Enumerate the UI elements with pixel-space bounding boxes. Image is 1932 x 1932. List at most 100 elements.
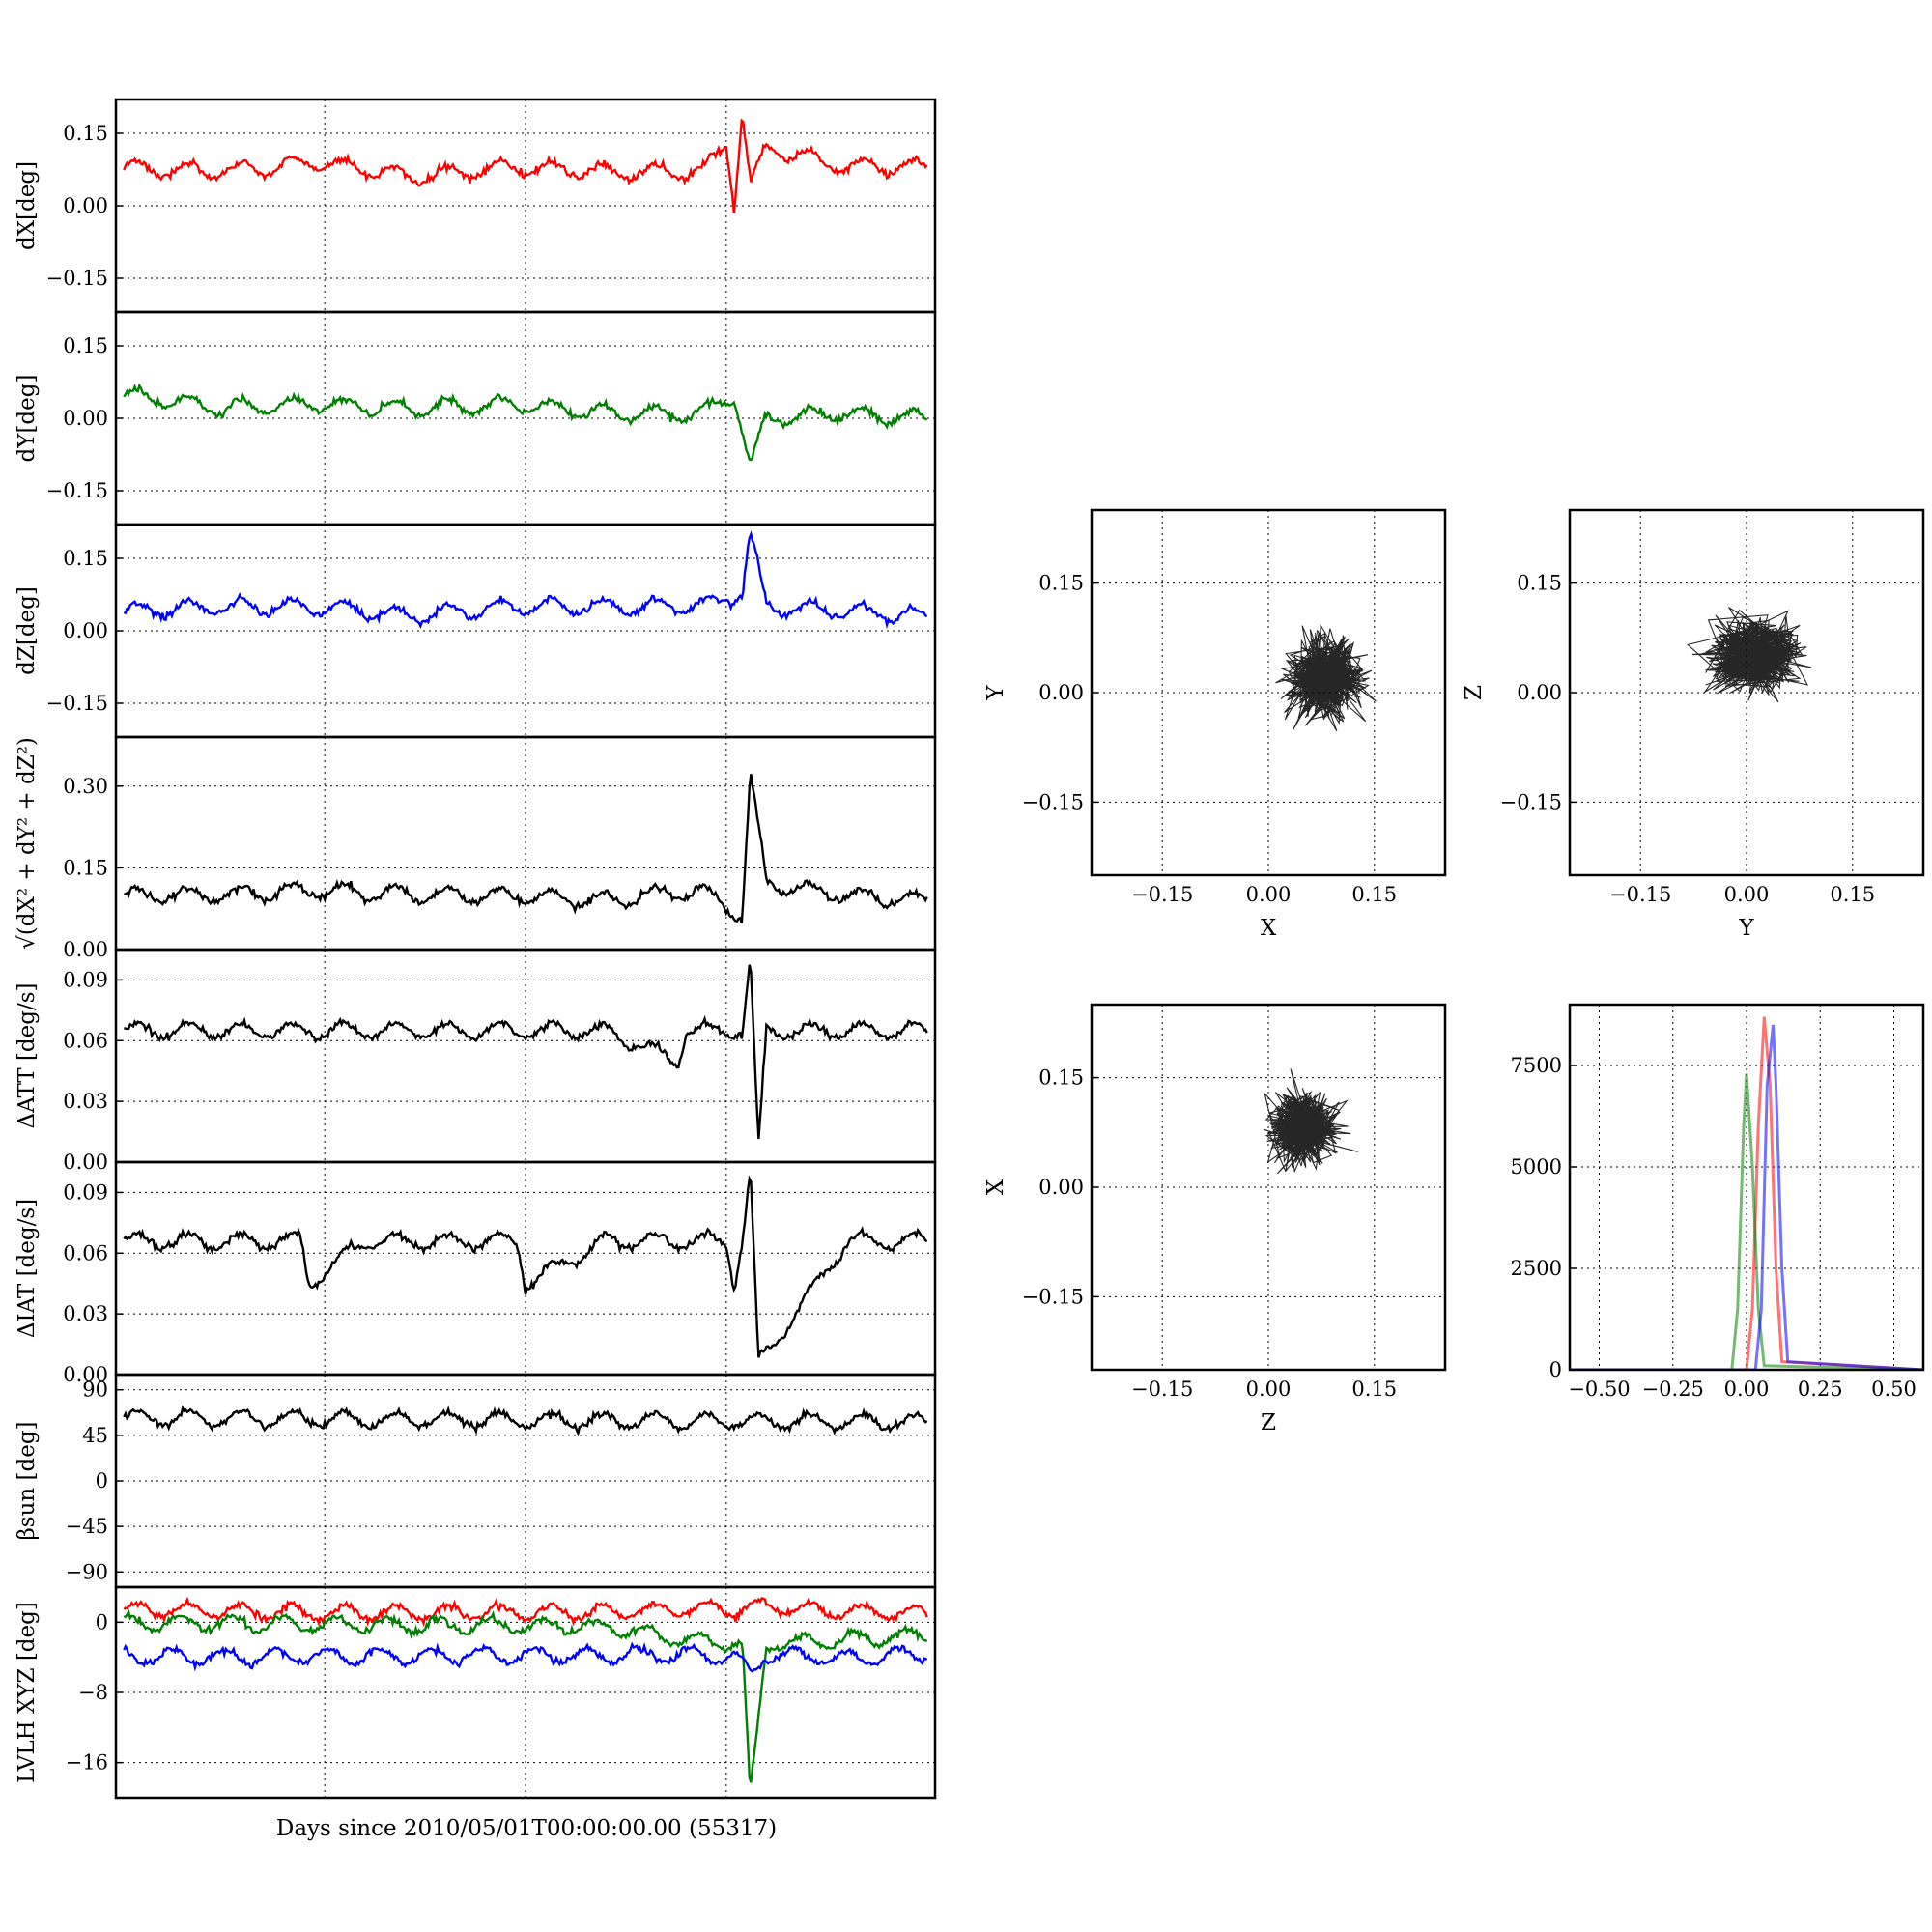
ytick-label: −0.15 bbox=[46, 479, 108, 502]
ytick-label: 0.15 bbox=[1517, 572, 1562, 595]
series-line bbox=[123, 1596, 928, 1628]
xtick-label: −0.15 bbox=[1609, 883, 1671, 906]
chart-dy: −0.15 0.00 0.15 dY[deg] bbox=[14, 310, 937, 526]
xtick-label: −0.15 bbox=[1131, 1378, 1193, 1401]
ytick-label: 2500 bbox=[1511, 1257, 1562, 1280]
ytick-label: 0.00 bbox=[63, 619, 108, 642]
axes-frame bbox=[1090, 1003, 1447, 1372]
ylabel: LVLH XYZ [deg] bbox=[14, 1602, 40, 1783]
ytick-label: −0.15 bbox=[1022, 1285, 1084, 1308]
chart-scatter_xy: −0.15 0.00 0.15 −0.15 0.00 0.15 Y X bbox=[983, 508, 1447, 941]
series-line bbox=[123, 383, 928, 462]
series-line bbox=[123, 1608, 928, 1783]
ytick-label: 0.15 bbox=[63, 122, 108, 145]
series-line bbox=[123, 530, 928, 630]
xtick-label: 0.00 bbox=[1246, 883, 1292, 906]
ytick-label: 0.00 bbox=[63, 194, 108, 217]
ytick-label: 0.15 bbox=[63, 547, 108, 570]
ytick-label: 0.15 bbox=[63, 334, 108, 357]
series-line bbox=[1570, 1073, 1923, 1370]
ytick-label: 0.00 bbox=[1038, 681, 1084, 704]
xtick-label: 0.15 bbox=[1351, 1378, 1397, 1401]
xtick-label: 0.15 bbox=[1830, 883, 1875, 906]
ytick-label: −16 bbox=[66, 1751, 108, 1775]
ytick-label: 0.00 bbox=[63, 407, 108, 430]
ytick-label: 0.30 bbox=[63, 775, 108, 798]
ylabel: βsun [deg] bbox=[14, 1421, 40, 1540]
ytick-label: −0.15 bbox=[46, 267, 108, 290]
scatter-trace bbox=[1687, 607, 1812, 703]
xtick-label: 0.00 bbox=[1246, 1378, 1292, 1401]
chart-diat: 0.00 0.03 0.06 0.09 ΔIAT [deg/s] bbox=[14, 1160, 937, 1386]
ytick-label: 0.00 bbox=[63, 938, 108, 961]
chart-histogram: 0 2500 5000 7500 −0.50 −0.25 0.00 0.25 0.50 bbox=[1511, 1003, 1925, 1401]
xlabel: X bbox=[1261, 916, 1277, 941]
ylabel: ΔATT [deg/s] bbox=[14, 983, 40, 1129]
series-line bbox=[123, 118, 928, 213]
chart-lvlh: −16 −8 0 LVLH XYZ [deg] bbox=[14, 1585, 937, 1800]
ylabel: dX[deg] bbox=[14, 161, 40, 250]
ytick-label: 0 bbox=[96, 1469, 108, 1492]
series-line bbox=[123, 1641, 928, 1673]
series-line bbox=[124, 774, 928, 923]
ylabel: Y bbox=[983, 685, 1009, 701]
ytick-label: −45 bbox=[66, 1515, 108, 1538]
series-line bbox=[1570, 1016, 1923, 1370]
chart-beta: −90 −45 0 45 90 βsun [deg] bbox=[14, 1373, 937, 1589]
ytick-label: 0.06 bbox=[63, 1029, 108, 1052]
ytick-label: 0.00 bbox=[63, 1151, 108, 1174]
ytick-label: 45 bbox=[82, 1424, 108, 1447]
ytick-label: 0.15 bbox=[1038, 572, 1084, 595]
series-line bbox=[1570, 1024, 1923, 1370]
chart-dz: −0.15 0.00 0.15 dZ[deg] bbox=[14, 523, 937, 739]
axes-frame bbox=[1090, 508, 1447, 877]
xtick-label: 0.25 bbox=[1798, 1378, 1843, 1401]
axes-frame bbox=[114, 1585, 937, 1800]
chart-dmag: 0.00 0.15 0.30 √(dX² + dY² + dZ²) bbox=[14, 735, 937, 961]
chart-scatter_zx: −0.15 0.00 0.15 −0.15 0.00 0.15 X Z bbox=[983, 1003, 1447, 1435]
ytick-label: 7500 bbox=[1511, 1054, 1562, 1077]
chart-dx: −0.15 0.00 0.15 dX[deg] bbox=[14, 98, 937, 314]
chart-scatter_yz: −0.15 0.00 0.15 −0.15 0.00 0.15 Z Y bbox=[1462, 508, 1925, 941]
ylabel: dY[deg] bbox=[14, 375, 40, 463]
ytick-label: 5000 bbox=[1511, 1155, 1562, 1179]
ytick-label: 0 bbox=[96, 1610, 108, 1634]
ylabel: dZ[deg] bbox=[14, 586, 40, 675]
figure-xlabel: Days since 2010/05/01T00:00:00.00 (55317… bbox=[276, 1816, 777, 1841]
xtick-label: 0.50 bbox=[1871, 1378, 1917, 1401]
xtick-label: 0.15 bbox=[1351, 883, 1397, 906]
ytick-label: 0.03 bbox=[63, 1302, 108, 1325]
ytick-label: 0.00 bbox=[1517, 681, 1562, 704]
series-line bbox=[124, 964, 928, 1139]
ytick-label: 0.00 bbox=[63, 1363, 108, 1386]
ytick-label: −8 bbox=[78, 1681, 108, 1704]
ytick-label: 0.09 bbox=[63, 1180, 108, 1204]
ytick-label: −90 bbox=[66, 1560, 108, 1583]
axes-frame bbox=[1568, 1003, 1925, 1372]
axes-frame bbox=[1568, 508, 1925, 877]
ytick-label: 0.03 bbox=[63, 1090, 108, 1113]
ytick-label: 90 bbox=[82, 1378, 108, 1402]
ytick-label: 0.06 bbox=[63, 1241, 108, 1264]
xtick-label: −0.50 bbox=[1568, 1378, 1630, 1401]
ytick-label: 0.09 bbox=[63, 968, 108, 991]
chart-datt: 0.00 0.03 0.06 0.09 ΔATT [deg/s] bbox=[14, 948, 937, 1174]
series-line bbox=[123, 1175, 928, 1358]
ytick-label: −0.15 bbox=[1022, 790, 1084, 813]
ytick-label: −0.15 bbox=[46, 692, 108, 715]
xtick-label: −0.25 bbox=[1642, 1378, 1704, 1401]
ytick-label: 0.15 bbox=[63, 856, 108, 879]
ylabel: ΔIAT [deg/s] bbox=[14, 1199, 40, 1338]
series-line bbox=[123, 1405, 928, 1437]
xlabel: Y bbox=[1738, 916, 1754, 941]
ylabel: X bbox=[983, 1179, 1009, 1195]
xtick-label: 0.00 bbox=[1724, 1378, 1770, 1401]
scatter-trace bbox=[1264, 1068, 1358, 1175]
ylabel: Z bbox=[1462, 685, 1487, 700]
ylabel: √(dX² + dY² + dZ²) bbox=[14, 737, 40, 950]
ytick-label: 0.00 bbox=[1038, 1176, 1084, 1199]
ytick-label: 0 bbox=[1549, 1358, 1562, 1381]
xlabel: Z bbox=[1261, 1410, 1276, 1435]
ytick-label: −0.15 bbox=[1500, 790, 1562, 813]
